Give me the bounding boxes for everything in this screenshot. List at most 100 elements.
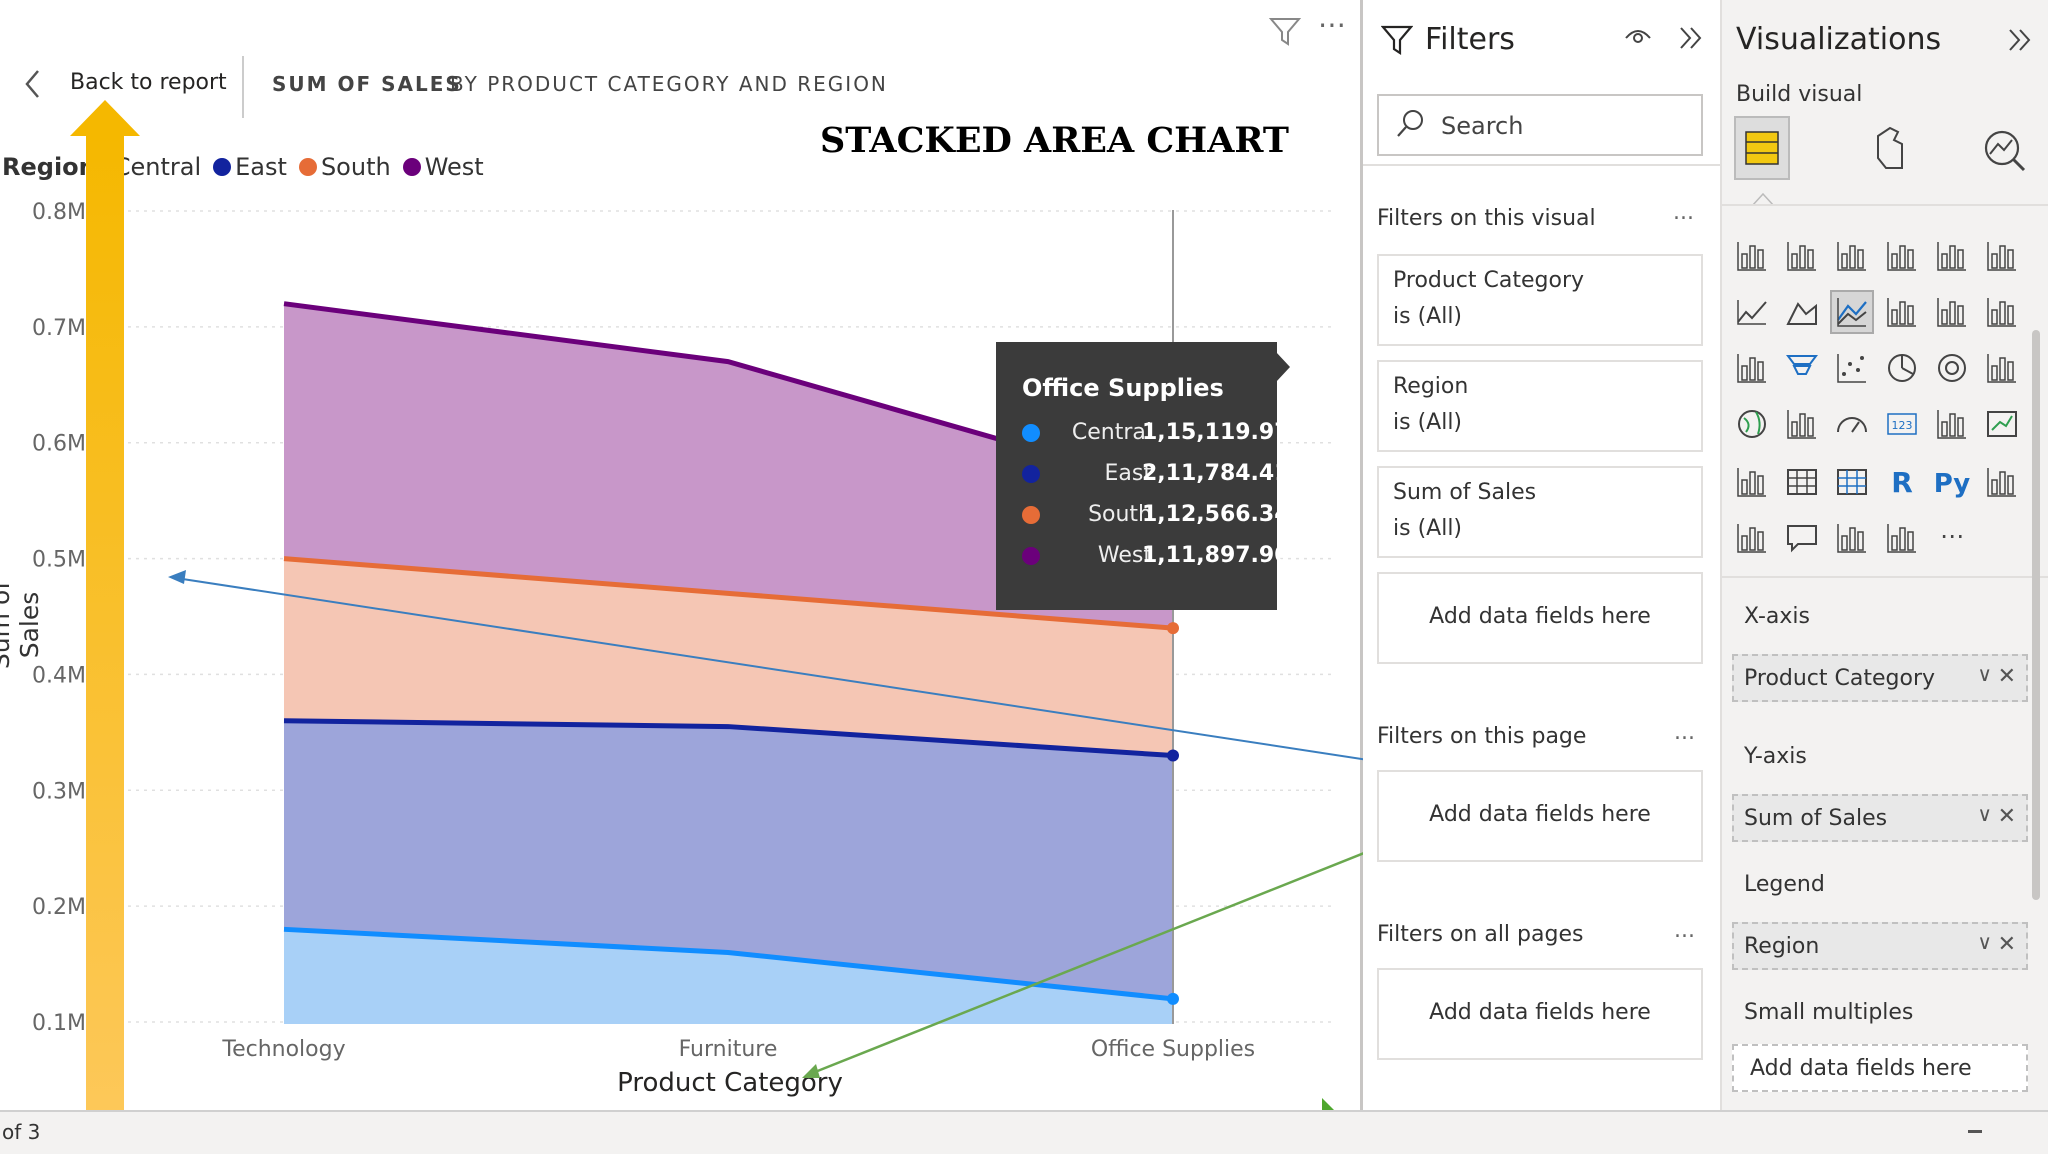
- remove-field-icon[interactable]: ✕: [1997, 664, 2016, 689]
- python-visual-icon[interactable]: Py: [1932, 462, 1972, 502]
- qa-icon[interactable]: [1782, 518, 1822, 558]
- point-south[interactable]: [1167, 622, 1179, 635]
- area-west[interactable]: [284, 303, 1173, 629]
- kpi-icon[interactable]: [1982, 404, 2022, 444]
- treemap-icon[interactable]: [1982, 348, 2022, 388]
- paginated-report-icon[interactable]: [1882, 518, 1922, 558]
- chevron-down-icon[interactable]: ∨: [1977, 930, 1992, 954]
- area-chart-icon[interactable]: [1782, 292, 1822, 332]
- tooltip: Office Supplies Central 1,15,119.97 East 2,…: [996, 342, 1290, 610]
- filter-card-region[interactable]: Region is (All): [1377, 360, 1703, 452]
- more-options-icon[interactable]: ⋯: [1318, 8, 1346, 41]
- viz-scrollbar[interactable]: [2032, 330, 2040, 900]
- table-icon[interactable]: [1782, 462, 1822, 502]
- line-central[interactable]: [283, 926, 1174, 1002]
- filled-map-icon[interactable]: [1782, 404, 1822, 444]
- stacked-area-icon[interactable]: [1830, 290, 1874, 334]
- tooltip-swatch: [1022, 424, 1040, 442]
- stacked-bar-icon[interactable]: [1732, 236, 1772, 276]
- filter-card-sum-of-sales[interactable]: Sum of Sales is (All): [1377, 466, 1703, 558]
- y-tick-label: 0.1M: [32, 1011, 86, 1036]
- point-east[interactable]: [1167, 749, 1179, 762]
- smart-narrative-icon[interactable]: [1832, 518, 1872, 558]
- svg-text:123: 123: [1892, 419, 1913, 432]
- line-chart-icon[interactable]: [1732, 292, 1772, 332]
- legend-well[interactable]: Region ∨ ✕: [1732, 922, 2028, 970]
- filter-card-product-category[interactable]: Product Category is (All): [1377, 254, 1703, 346]
- back-to-report-link[interactable]: Back to report: [70, 70, 227, 95]
- collapse-visualizations-icon[interactable]: [2006, 26, 2034, 54]
- small-multiples-well[interactable]: Add data fields here: [1732, 1044, 2028, 1092]
- add-page-filter-dropzone[interactable]: Add data fields here: [1377, 770, 1703, 862]
- chevron-down-icon[interactable]: ∨: [1977, 802, 1992, 826]
- more-visuals-icon[interactable]: ⋯: [1932, 518, 1972, 558]
- filter-card-field: Sum of Sales: [1393, 480, 1537, 505]
- gauge-icon[interactable]: [1832, 404, 1872, 444]
- eye-icon[interactable]: [1623, 24, 1653, 48]
- filters-search-box[interactable]: Search: [1377, 94, 1703, 156]
- line-south[interactable]: [283, 556, 1174, 631]
- x-axis-well-label: X-axis: [1744, 604, 1810, 629]
- legend-item-east[interactable]: East: [213, 153, 287, 181]
- legend-item-central[interactable]: Central: [114, 153, 201, 181]
- add-visual-filter-dropzone[interactable]: Add data fields here: [1377, 572, 1703, 664]
- filters-on-visual-more[interactable]: ...: [1673, 200, 1694, 225]
- x-tick-label: Technology: [221, 1037, 345, 1062]
- matrix-icon[interactable]: [1832, 462, 1872, 502]
- line-stacked-column-icon[interactable]: [1932, 292, 1972, 332]
- funnel-icon[interactable]: [1782, 348, 1822, 388]
- area-central[interactable]: [284, 929, 1173, 1024]
- tooltip-series-name: West: [1097, 543, 1152, 568]
- 100-bar-icon[interactable]: [1932, 236, 1972, 276]
- analytics-icon[interactable]: [1978, 120, 2030, 180]
- zoom-minus-icon[interactable]: [1968, 1130, 1982, 1133]
- 100-column-icon[interactable]: [1982, 236, 2022, 276]
- remove-field-icon[interactable]: ✕: [1997, 932, 2016, 957]
- legend-label: Central: [113, 153, 202, 181]
- collapse-filters-icon[interactable]: [1677, 24, 1705, 52]
- slicer-icon[interactable]: [1732, 462, 1772, 502]
- decomposition-tree-icon[interactable]: [1732, 518, 1772, 558]
- add-all-pages-filter-dropzone[interactable]: Add data fields here: [1377, 968, 1703, 1060]
- area-south[interactable]: [284, 558, 1173, 756]
- scatter-icon[interactable]: [1832, 348, 1872, 388]
- svg-text:Py: Py: [1934, 469, 1971, 499]
- legend-item-south[interactable]: South: [298, 153, 391, 181]
- stacked-area-chart[interactable]: 0.1M 0.2M 0.3M 0.4M 0.5M 0.6M 0.7M 0.8M Technolo…: [0, 0, 1360, 1110]
- x-axis-well[interactable]: Product Category ∨ ✕: [1732, 654, 2028, 702]
- r-visual-icon[interactable]: R: [1882, 462, 1922, 502]
- status-bar: of 3: [0, 1110, 2048, 1154]
- tooltip-value: 1,15,119.97: [1142, 420, 1290, 445]
- waterfall-icon[interactable]: [1732, 348, 1772, 388]
- y-tick-label: 0.5M: [32, 548, 86, 573]
- chevron-down-icon[interactable]: ∨: [1977, 662, 1992, 686]
- filters-on-page-more[interactable]: ...: [1674, 720, 1695, 745]
- search-input[interactable]: Search: [1441, 112, 1524, 140]
- filters-on-all-more[interactable]: ...: [1674, 918, 1695, 943]
- key-influencers-icon[interactable]: [1982, 462, 2022, 502]
- back-chevron-icon[interactable]: [22, 68, 44, 100]
- legend-item-west[interactable]: West: [402, 153, 484, 181]
- x-axis-label: Product Category: [617, 1068, 843, 1098]
- map-icon[interactable]: [1732, 404, 1772, 444]
- stacked-column-icon[interactable]: [1882, 236, 1922, 276]
- area-east[interactable]: [284, 720, 1173, 999]
- build-visual-tab[interactable]: [1734, 116, 1790, 180]
- y-axis-well[interactable]: Sum of Sales ∨ ✕: [1732, 794, 2028, 842]
- remove-field-icon[interactable]: ✕: [1997, 804, 2016, 829]
- format-visual-icon[interactable]: [1864, 120, 1916, 180]
- multirow-card-icon[interactable]: [1932, 404, 1972, 444]
- line-column-icon[interactable]: [1882, 292, 1922, 332]
- ribbon-chart-icon[interactable]: [1982, 292, 2022, 332]
- pie-icon[interactable]: [1882, 348, 1922, 388]
- clustered-column-icon[interactable]: [1782, 236, 1822, 276]
- card-icon[interactable]: 123: [1882, 404, 1922, 444]
- filter-icon[interactable]: [1268, 14, 1302, 48]
- clustered-bar-icon[interactable]: [1832, 236, 1872, 276]
- donut-icon[interactable]: [1932, 348, 1972, 388]
- line-east[interactable]: [283, 718, 1174, 759]
- build-visual-label: Build visual: [1736, 82, 1863, 107]
- tooltip-series-name: East: [1104, 461, 1152, 486]
- dropzone-label: Add data fields here: [1429, 604, 1651, 629]
- point-central[interactable]: [1167, 992, 1179, 1005]
